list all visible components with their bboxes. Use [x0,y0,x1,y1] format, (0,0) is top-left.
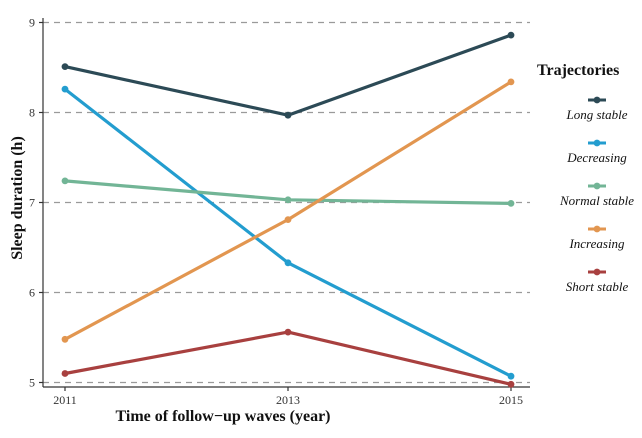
y-tick-label: 7 [29,196,35,210]
data-point-long-stable [61,63,69,70]
legend-key-point [593,225,601,233]
y-tick-label: 9 [29,16,35,30]
series-short-stable [61,328,515,388]
data-point-long-stable [284,111,292,119]
data-point-increasing [61,335,69,343]
y-axis-title: Sleep duration (h) [9,136,26,260]
data-point-increasing [284,216,292,224]
legend-label: Normal stable [559,193,634,208]
y-ticks: 5 6 7 8 9 [29,16,43,390]
series-line-short-stable [63,330,513,386]
legend-title: Trajectories [537,62,619,79]
x-axis-title: Time of follow−up waves (year) [115,408,330,425]
legend-key-point [593,268,601,276]
x-tick-label: 2013 [276,393,300,407]
legend-item-decreasing: Decreasing [566,139,627,165]
data-point-increasing [507,78,515,86]
data-point-short-stable [507,380,515,388]
data-point-decreasing [507,372,515,380]
data-point-short-stable [284,328,292,336]
data-point-normal-stable [61,177,69,185]
series-decreasing [61,85,515,380]
data-point-normal-stable [284,196,292,204]
y-tick-label: 6 [29,286,35,300]
legend-item-long-stable: Long stable [565,96,628,122]
legend: Trajectories Long stable Decreasing Normal… [537,62,634,294]
data-point-normal-stable [507,200,515,207]
series-increasing [61,78,515,343]
legend-key-point [593,139,601,147]
legend-label: Long stable [565,107,627,122]
y-tick-label: 8 [29,106,35,120]
data-point-long-stable [507,31,515,39]
legend-item-short-stable: Short stable [566,268,629,294]
x-tick-label: 2011 [53,393,77,407]
legend-label: Decreasing [566,150,627,165]
series-line-increasing [63,80,513,341]
legend-label: Increasing [568,236,625,251]
legend-item-increasing: Increasing [568,225,625,251]
series-line-long-stable [63,33,513,117]
data-point-short-stable [61,370,69,377]
data-point-decreasing [284,259,292,267]
series-normal-stable [61,177,515,207]
legend-key-point [593,182,601,190]
legend-key-point [593,96,601,104]
legend-label: Short stable [566,279,629,294]
y-tick-label: 5 [29,376,35,390]
x-tick-label: 2015 [499,393,523,407]
legend-item-normal-stable: Normal stable [559,182,634,208]
x-ticks: 2011 2013 2015 [53,387,523,407]
series-long-stable [61,31,515,119]
data-point-decreasing [61,85,69,93]
series [61,31,515,388]
